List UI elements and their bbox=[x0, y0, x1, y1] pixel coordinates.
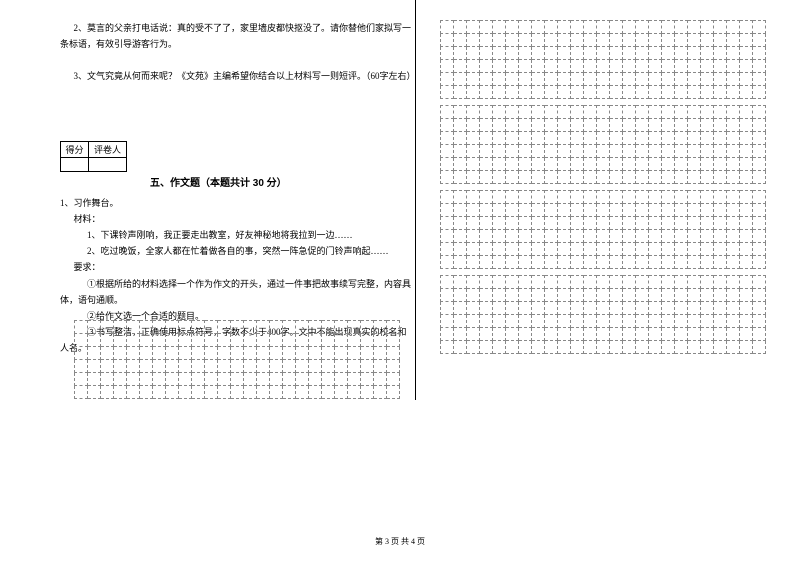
essay-l6: ①根据所给的材料选择一个作为作文的开头，通过一件事把故事续写完整，内容具体，语句… bbox=[60, 276, 415, 308]
writing-grid-2 bbox=[440, 105, 780, 184]
writing-grid-4 bbox=[440, 275, 780, 354]
left-column: 2、莫言的父亲打电话说：真的受不了了，家里墙皮都快抠没了。请你替他们家拟写一条标… bbox=[60, 20, 415, 356]
grader-cell bbox=[89, 157, 127, 171]
essay-l3: 1、下课铃声刚响，我正要走出教室，好友神秘地将我拉到一边…… bbox=[60, 227, 415, 243]
writing-grid-3 bbox=[440, 190, 780, 269]
score-table: 得分 评卷人 bbox=[60, 141, 127, 172]
section-title: 五、作文题（本题共计 30 分） bbox=[150, 174, 415, 189]
score-header-score: 得分 bbox=[61, 141, 89, 157]
question-3: 3、文气究竟从何而来呢？《文苑》主编希望你结合以上材料写一则短评。（60字左右） bbox=[60, 68, 415, 84]
right-column bbox=[440, 20, 780, 360]
writing-grid-bottom bbox=[74, 320, 400, 399]
writing-grid-1 bbox=[440, 20, 780, 99]
essay-l2: 材料： bbox=[60, 211, 415, 227]
column-divider bbox=[415, 0, 416, 400]
page-footer: 第 3 页 共 4 页 bbox=[0, 536, 800, 547]
essay-l5: 要求： bbox=[60, 259, 415, 275]
essay-l4: 2、吃过晚饭，全家人都在忙着做各自的事，突然一阵急促的门铃声响起…… bbox=[60, 243, 415, 259]
question-2: 2、莫言的父亲打电话说：真的受不了了，家里墙皮都快抠没了。请你替他们家拟写一条标… bbox=[60, 20, 415, 52]
essay-l1: 1、习作舞台。 bbox=[60, 195, 415, 211]
score-cell bbox=[61, 157, 89, 171]
score-header-grader: 评卷人 bbox=[89, 141, 127, 157]
